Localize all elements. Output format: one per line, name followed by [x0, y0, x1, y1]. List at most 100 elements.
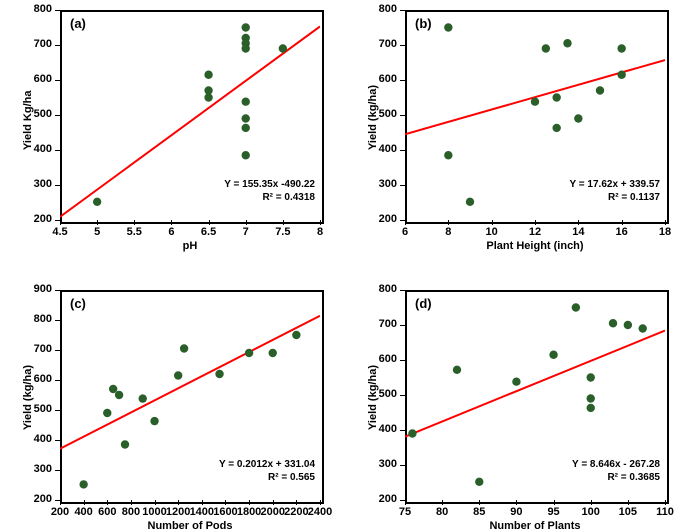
x-tick — [209, 220, 210, 225]
y-tick-label: 200 — [379, 493, 397, 505]
x-tick-label: 6 — [391, 226, 419, 238]
x-tick — [320, 500, 321, 505]
x-tick-label: 14 — [564, 226, 592, 238]
y-tick-label: 800 — [34, 3, 52, 15]
y-tick — [55, 80, 60, 81]
y-tick-label: 200 — [379, 213, 397, 225]
data-point — [93, 198, 101, 206]
x-tick — [131, 500, 132, 505]
y-tick-label: 200 — [34, 213, 52, 225]
data-point — [109, 385, 117, 393]
figure-grid: 4.555.566.577.58200300400500600700800pHY… — [0, 0, 685, 530]
y-tick — [400, 430, 405, 431]
data-point — [242, 151, 250, 159]
x-tick — [178, 500, 179, 505]
y-tick-label: 600 — [379, 353, 397, 365]
y-tick-label: 300 — [379, 178, 397, 190]
y-tick-label: 700 — [379, 38, 397, 50]
data-point — [552, 124, 560, 132]
x-tick-label: 5 — [83, 226, 111, 238]
y-tick — [55, 220, 60, 221]
x-tick-label: 4.5 — [46, 226, 74, 238]
data-point — [531, 98, 539, 106]
data-point — [103, 409, 111, 417]
x-tick — [591, 500, 592, 505]
data-point — [292, 331, 300, 339]
x-tick — [554, 500, 555, 505]
x-tick — [273, 500, 274, 505]
x-tick — [405, 220, 406, 225]
x-tick-label: 85 — [465, 506, 493, 518]
x-tick-label: 6.5 — [195, 226, 223, 238]
x-tick — [134, 220, 135, 225]
x-tick — [578, 220, 579, 225]
data-point — [587, 373, 595, 381]
data-point — [242, 114, 250, 122]
y-tick-label: 500 — [379, 388, 397, 400]
data-point — [572, 303, 580, 311]
y-tick — [55, 185, 60, 186]
y-tick — [55, 45, 60, 46]
y-tick-label: 600 — [379, 73, 397, 85]
x-tick — [665, 500, 666, 505]
data-point — [512, 378, 520, 386]
y-axis-title-a: Yield Kg/ha — [22, 91, 34, 151]
x-tick — [442, 500, 443, 505]
x-tick — [225, 500, 226, 505]
data-point — [115, 391, 123, 399]
x-tick — [665, 220, 666, 225]
y-tick-label: 700 — [34, 343, 52, 355]
data-point — [552, 93, 560, 101]
x-axis-title-a: pH — [60, 240, 320, 252]
regression-line — [405, 60, 665, 134]
x-tick — [283, 220, 284, 225]
x-tick — [535, 220, 536, 225]
regression-line — [60, 316, 320, 449]
y-tick — [55, 320, 60, 321]
y-axis-title-c: Yield (kg/ha) — [22, 365, 34, 430]
data-point — [549, 351, 557, 359]
data-point — [624, 321, 632, 329]
data-point — [139, 394, 147, 402]
y-tick — [55, 440, 60, 441]
equation-label-c: Y = 0.2012x + 331.04 R² = 0.565 — [170, 458, 315, 484]
data-point — [574, 114, 582, 122]
x-tick — [107, 500, 108, 505]
y-tick — [55, 500, 60, 501]
y-axis-title-b: Yield (kg/ha) — [367, 85, 379, 150]
x-tick — [320, 220, 321, 225]
x-tick — [97, 220, 98, 225]
y-tick-label: 200 — [34, 493, 52, 505]
y-tick — [400, 220, 405, 221]
data-point — [279, 44, 287, 52]
y-tick-label: 500 — [34, 403, 52, 415]
data-point — [444, 23, 452, 31]
y-tick — [55, 150, 60, 151]
y-tick-label: 400 — [379, 423, 397, 435]
y-tick-label: 600 — [34, 73, 52, 85]
data-point — [242, 23, 250, 31]
y-tick-label: 700 — [34, 38, 52, 50]
data-point — [444, 151, 452, 159]
y-tick-label: 500 — [34, 108, 52, 120]
x-tick-label: 7.5 — [269, 226, 297, 238]
y-tick-label: 400 — [379, 143, 397, 155]
y-tick-label: 400 — [34, 143, 52, 155]
y-tick-label: 500 — [379, 108, 397, 120]
y-tick-label: 800 — [379, 283, 397, 295]
y-tick — [400, 115, 405, 116]
panel-label-c: (c) — [70, 296, 86, 311]
y-tick-label: 700 — [379, 318, 397, 330]
data-point — [587, 394, 595, 402]
data-point — [242, 124, 250, 132]
x-tick — [296, 500, 297, 505]
x-tick-label: 5.5 — [120, 226, 148, 238]
x-tick-label: 90 — [502, 506, 530, 518]
y-tick — [400, 360, 405, 361]
x-tick-label: 18 — [651, 226, 679, 238]
y-tick — [400, 150, 405, 151]
data-point — [542, 44, 550, 52]
data-point — [150, 417, 158, 425]
y-tick — [400, 325, 405, 326]
x-tick — [155, 500, 156, 505]
